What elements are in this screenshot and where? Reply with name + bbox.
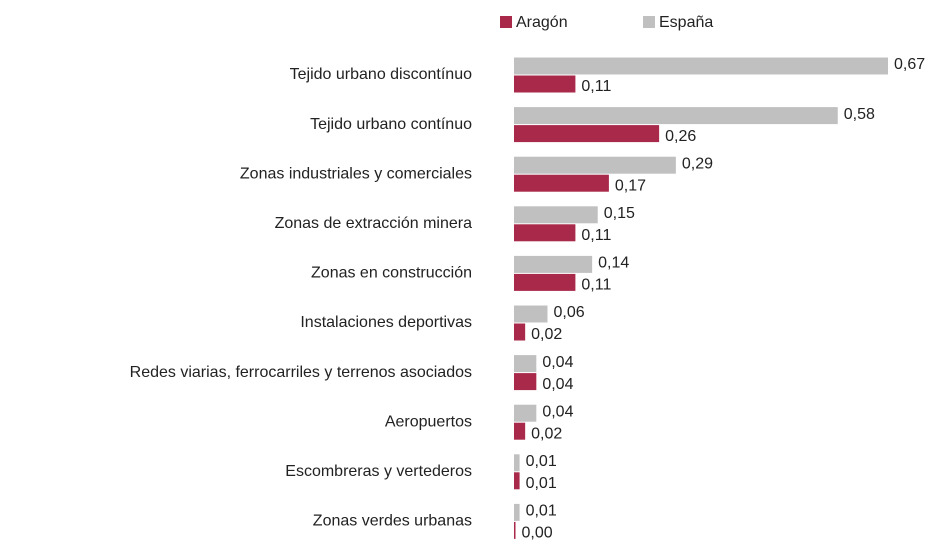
category-label: Zonas en construcción	[311, 265, 472, 282]
legend-swatch	[643, 16, 655, 28]
value-label: 0,17	[615, 177, 646, 194]
bar	[514, 107, 838, 125]
bar	[514, 521, 516, 539]
category-label: Instalaciones deportivas	[300, 314, 472, 331]
category-label: Zonas industriales y comerciales	[240, 165, 472, 182]
bar	[514, 422, 526, 440]
value-label: 0,15	[604, 205, 635, 222]
value-label: 0,02	[531, 425, 562, 442]
value-label: 0,02	[531, 326, 562, 343]
bar	[514, 305, 548, 323]
bar	[514, 174, 609, 192]
value-label: 0,11	[581, 78, 611, 95]
value-label: 0,04	[542, 403, 573, 420]
bar	[514, 503, 520, 521]
value-label: 0,04	[542, 354, 573, 371]
category-label: Tejido urbano contínuo	[310, 116, 472, 133]
category-label: Zonas verdes urbanas	[313, 513, 472, 530]
category-label: Redes viarias, ferrocarriles y terrenos …	[130, 364, 472, 381]
bar	[514, 57, 888, 75]
category-label: Tejido urbano discontínuo	[290, 66, 472, 83]
bar	[514, 323, 526, 341]
value-label: 0,01	[526, 503, 557, 520]
value-label: 0,26	[665, 128, 696, 145]
value-label: 0,01	[526, 475, 557, 492]
legend-label: Aragón	[516, 14, 568, 31]
bar	[514, 355, 537, 373]
bar	[514, 255, 593, 273]
bar	[514, 125, 660, 143]
bar	[514, 373, 537, 391]
category-label: Aeropuertos	[385, 413, 472, 430]
legend-swatch	[500, 16, 512, 28]
category-label: Escombreras y vertederos	[285, 463, 472, 480]
value-label: 0,01	[526, 453, 557, 470]
value-label: 0,11	[581, 277, 611, 294]
value-label: 0,58	[844, 106, 875, 123]
value-label: 0,11	[581, 227, 611, 244]
bar	[514, 454, 520, 472]
bar	[514, 206, 598, 224]
value-label: 0,06	[553, 304, 584, 321]
bar	[514, 273, 576, 291]
bar	[514, 156, 676, 174]
legend-label: España	[659, 14, 713, 31]
value-label: 0,00	[522, 525, 553, 542]
value-label: 0,29	[682, 155, 713, 172]
value-label: 0,67	[894, 56, 925, 73]
bar	[514, 224, 576, 242]
value-label: 0,04	[542, 376, 573, 393]
bar	[514, 75, 576, 93]
value-label: 0,14	[598, 255, 629, 272]
category-label: Zonas de extracción minera	[275, 215, 473, 232]
bar	[514, 472, 520, 490]
bar	[514, 404, 537, 422]
